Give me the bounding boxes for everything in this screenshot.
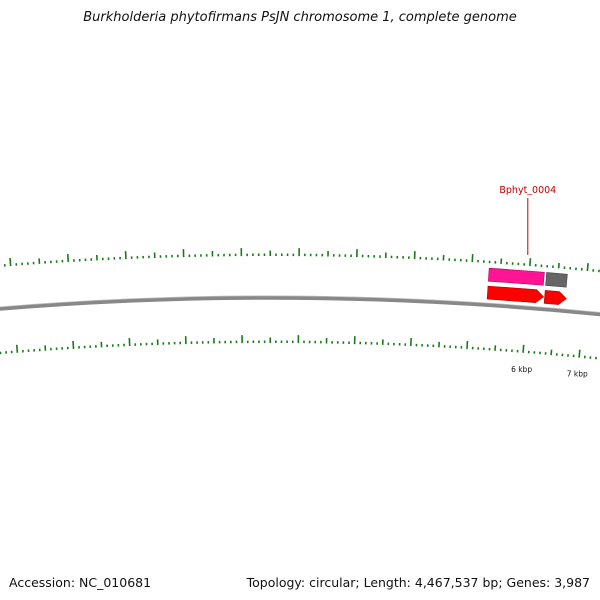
gene-arrow[interactable] — [486, 285, 544, 303]
top-tick-track — [3, 248, 600, 273]
kbp-label: 6 kbp — [511, 365, 532, 374]
backbone-highlight — [0, 295, 600, 315]
other-gene-block[interactable] — [488, 267, 545, 286]
gene-arrow[interactable] — [543, 290, 567, 305]
bottom-scale-tick — [522, 344, 525, 353]
backbone-line — [0, 296, 600, 317]
forward-gene-track — [486, 285, 567, 305]
bottom-scale-tick — [15, 344, 19, 353]
other-gene-track — [488, 267, 568, 288]
genome-info-text: Topology: circular; Length: 4,467,537 bp… — [246, 575, 590, 590]
backbone-track — [0, 295, 600, 317]
gene-label-layer: Bphyt_0004Bphyt_0006Bphyt_0007Bphyt_0008… — [499, 185, 556, 255]
top-scale-tick — [9, 258, 12, 267]
top-scale-tick — [586, 263, 589, 272]
top-scale-tick — [529, 258, 532, 267]
gene-label[interactable]: Bphyt_0004 — [499, 185, 556, 196]
bottom-tick-track — [0, 335, 597, 360]
bottom-scale-tick — [578, 349, 581, 358]
kbp-label: 7 kbp — [567, 370, 588, 379]
page-title: Burkholderia phytofirmans PsJN chromosom… — [83, 10, 517, 25]
accession-text: Accession: NC_010681 — [9, 575, 152, 590]
rna-gene-block[interactable] — [545, 272, 568, 288]
